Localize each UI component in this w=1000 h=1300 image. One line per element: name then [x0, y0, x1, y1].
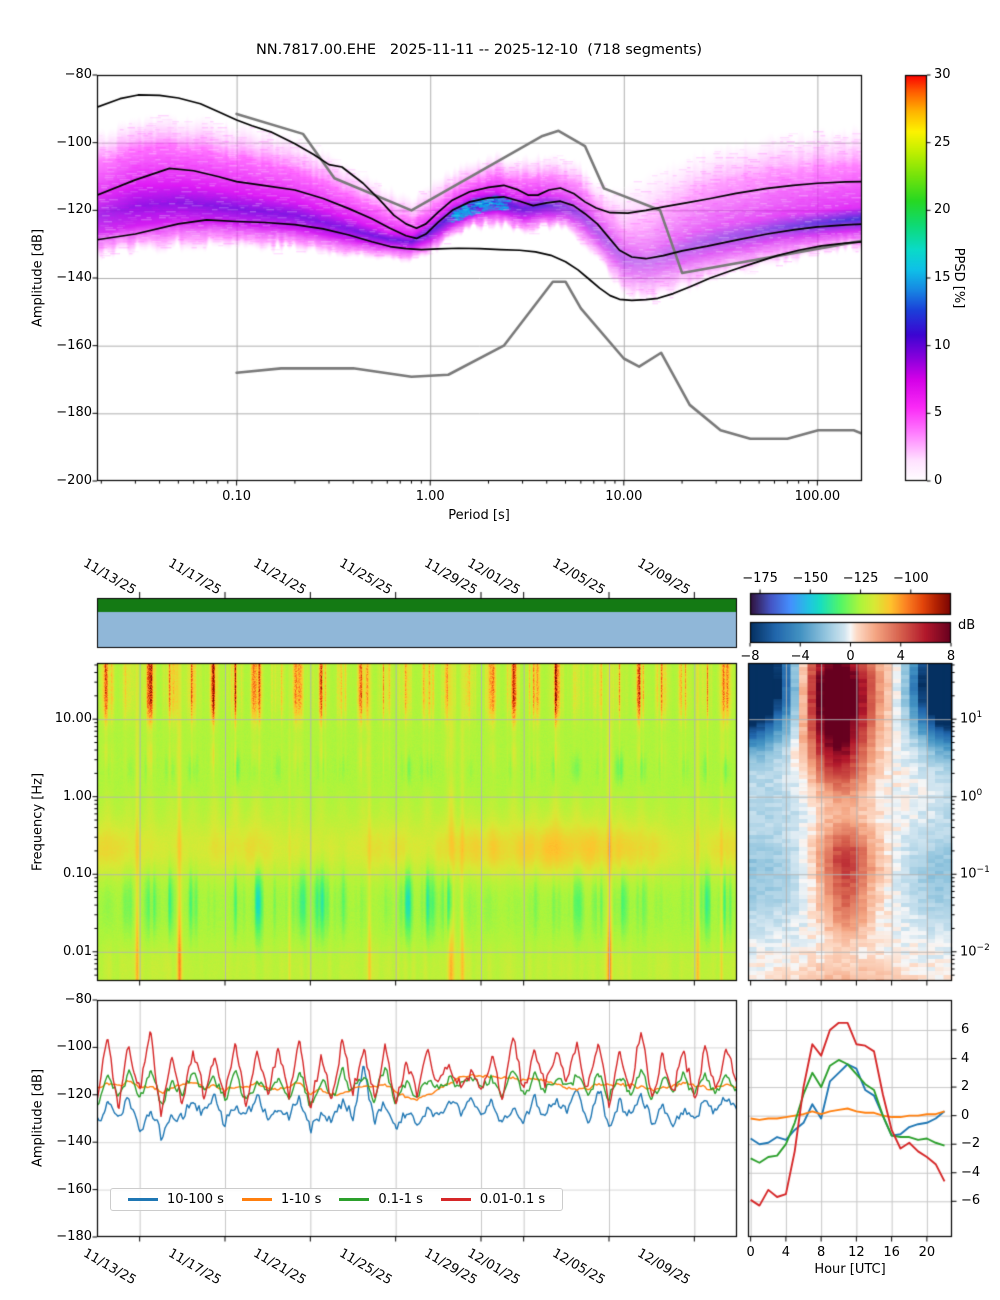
hour-ytick-label: 4	[961, 1050, 970, 1066]
amp-ytick-label: −160	[56, 1181, 92, 1197]
ppsd-ytick-label: −120	[56, 202, 92, 218]
ppsd-ytick-label: −80	[64, 67, 92, 82]
hour-xtick-label: 16	[883, 1245, 900, 1260]
ppsd-colorbar-tick-label: 30	[934, 67, 951, 82]
spec-right-ytick-label: 101	[960, 710, 983, 727]
spec-colorbar-tick-label: −175	[742, 571, 778, 586]
legend-label: 0.01-0.1 s	[479, 1192, 546, 1207]
hour-ytick-label: 2	[961, 1079, 970, 1095]
spec-colorbar-tick-label: −150	[792, 571, 829, 586]
legend-item-10-100s: 10-100 s	[128, 1192, 224, 1207]
ppsd-ytick-label: −200	[56, 473, 92, 488]
ppsd-yaxis-label: Amplitude [dB]	[30, 228, 46, 328]
spec-right-ytick-label: 10−1	[960, 865, 990, 882]
amp-ytick-label: −140	[56, 1134, 92, 1150]
hour-xtick-label: 4	[781, 1245, 791, 1260]
ppsd-xtick-label: 0.10	[222, 489, 252, 504]
hour-xaxis-label: Hour [UTC]	[814, 1262, 886, 1277]
ppsd-colorbar-tick-label: 25	[934, 134, 951, 150]
amp-ytick-label: −80	[64, 992, 92, 1007]
legend-label: 10-100 s	[167, 1192, 224, 1207]
ppsd-ytick-label: −140	[56, 270, 92, 285]
ppsd-xtick-label: 10.00	[605, 489, 643, 504]
spec-ytick-label: 0.01	[63, 943, 92, 959]
ppsd-ytick-label: −100	[56, 134, 92, 150]
ppsd-colorbar-tick-label: 20	[934, 202, 951, 218]
amp-ytick-label: −180	[56, 1229, 92, 1244]
spectrogram-yaxis-label: Frequency [Hz]	[30, 772, 46, 872]
hour-xtick-label: 12	[848, 1245, 865, 1260]
legend-swatch-orange	[241, 1198, 272, 1201]
hour-ytick-label: −4	[961, 1164, 981, 1180]
hour-ytick-label: −6	[961, 1193, 981, 1209]
hour-ytick-label: 0	[961, 1107, 970, 1123]
legend-swatch-green	[339, 1198, 370, 1201]
hour-xtick-label: 0	[746, 1245, 755, 1260]
ppsd-ytick-label: −160	[56, 337, 92, 353]
spec-colorbar-tick-label: −100	[892, 571, 929, 586]
amp-ytick-label: −100	[56, 1039, 92, 1055]
hour-ytick-label: −2	[961, 1136, 981, 1152]
legend-item-001-01s: 0.01-0.1 s	[440, 1192, 546, 1207]
legend-label: 1-10 s	[280, 1192, 322, 1207]
diff-colorbar-label: dB	[958, 618, 976, 633]
legend: 10-100 s 1-10 s 0.1-1 s 0.01-0.1 s	[110, 1188, 564, 1211]
legend-swatch-red	[440, 1198, 471, 1201]
hour-xtick-label: 8	[816, 1245, 826, 1260]
ppsd-colorbar-tick-label: 15	[934, 270, 951, 285]
hour-xtick-label: 20	[918, 1245, 936, 1260]
legend-item-1-10s: 1-10 s	[241, 1192, 322, 1207]
spec-right-ytick-label: 100	[960, 787, 983, 805]
hour-ytick-label: 6	[961, 1021, 970, 1037]
ppsd-xtick-label: 100.00	[794, 489, 841, 504]
legend-swatch-blue	[128, 1198, 158, 1201]
spec-ytick-label: 0.10	[63, 866, 92, 882]
diff-colorbar-tick-label: −8	[740, 649, 760, 664]
spec-ytick-label: 10.00	[54, 711, 92, 727]
figure-title: NN.7817.00.EHE 2025-11-11 -- 2025-12-10 …	[255, 42, 703, 58]
diff-colorbar-tick-label: 4	[896, 649, 905, 664]
spec-right-ytick-label: 10−2	[960, 942, 990, 960]
ppsd-colorbar-label: PPSD [%]	[951, 247, 966, 309]
diff-colorbar-tick-label: 0	[846, 649, 855, 664]
ppsd-xaxis-label: Period [s]	[448, 508, 510, 523]
diff-colorbar-tick-label: −4	[790, 649, 810, 664]
ppsd-ytick-label: −180	[56, 405, 92, 421]
ppsd-colorbar-tick-label: 5	[934, 405, 943, 421]
spec-ytick-label: 1.00	[63, 788, 92, 804]
legend-label: 0.1-1 s	[378, 1192, 423, 1207]
ppsd-colorbar-tick-label: 0	[934, 473, 943, 488]
diff-colorbar-tick-label: 8	[946, 649, 956, 664]
ppsd-xtick-label: 1.00	[415, 489, 445, 504]
spec-colorbar-tick-label: −125	[842, 571, 879, 586]
ppsd-colorbar-tick-label: 10	[934, 337, 951, 353]
amp-yaxis-label: Amplitude [dB]	[30, 1068, 46, 1168]
amp-ytick-label: −120	[56, 1086, 92, 1102]
legend-item-01-1s: 0.1-1 s	[339, 1192, 423, 1207]
